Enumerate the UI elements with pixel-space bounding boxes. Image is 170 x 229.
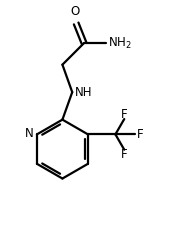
Text: NH$_2$: NH$_2$: [108, 35, 131, 51]
Text: N: N: [25, 127, 34, 140]
Text: NH: NH: [75, 86, 93, 99]
Text: F: F: [121, 108, 128, 121]
Text: O: O: [71, 5, 80, 18]
Text: F: F: [137, 128, 143, 141]
Text: F: F: [121, 148, 128, 161]
